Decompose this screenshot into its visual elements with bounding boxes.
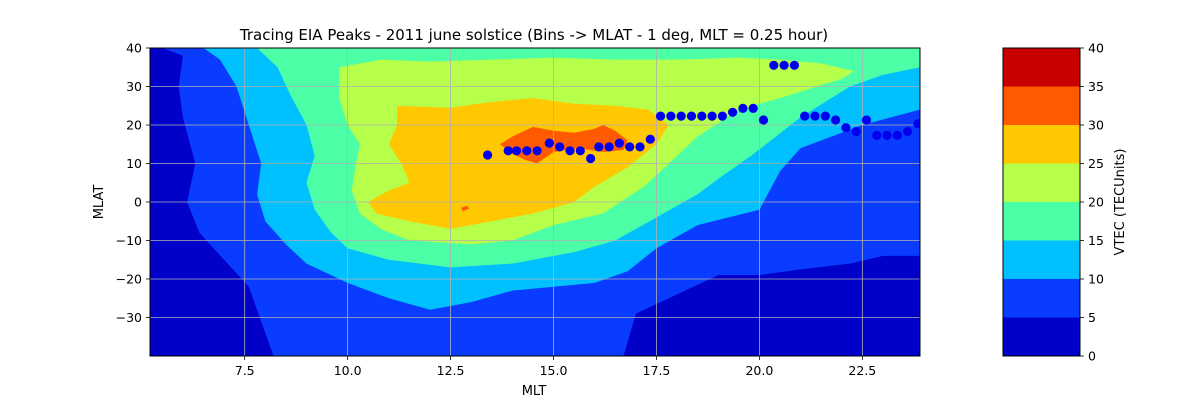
grid: [150, 47, 920, 356]
peak-point: [769, 60, 779, 70]
peak-point: [604, 142, 614, 152]
peak-point: [522, 146, 532, 156]
colorbar-tick-label: 10: [1088, 272, 1104, 287]
colorbar-tick-label: 15: [1088, 233, 1104, 248]
colorbar-band: [1003, 240, 1080, 279]
peak-point: [555, 142, 565, 152]
peak-point: [872, 130, 882, 140]
peak-point: [717, 111, 728, 121]
peak-point: [851, 126, 861, 137]
contour-region-30-6: [460, 205, 470, 212]
colorbar-band: [1003, 48, 1080, 87]
peak-point: [913, 119, 920, 129]
x-tick-label: 10.0: [334, 363, 362, 378]
peak-point: [748, 103, 758, 113]
plot-area: [149, 47, 921, 357]
x-tick-label: 22.5: [848, 363, 876, 378]
y-tick-label: 0: [134, 195, 142, 210]
peak-point: [614, 138, 625, 148]
peak-point: [645, 134, 655, 144]
y-axis: −30 −20 −10 0 10 20 30 40: [116, 41, 150, 325]
peak-point: [483, 150, 493, 160]
peak-point: [565, 146, 575, 156]
y-tick-label: 10: [126, 156, 142, 171]
colorbar-band: [1003, 86, 1080, 125]
x-tick-label: 17.5: [643, 363, 671, 378]
peak-point: [882, 130, 892, 140]
peak-point: [503, 146, 513, 156]
peak-point: [831, 115, 841, 125]
x-tick-label: 7.5: [235, 363, 255, 378]
peak-point: [511, 146, 522, 156]
colorbar-band: [1003, 125, 1080, 164]
peak-point: [903, 126, 913, 137]
y-tick-label: −30: [116, 310, 142, 325]
peak-point: [861, 115, 872, 125]
peak-point: [779, 60, 789, 70]
colorbar-ticks: 0 5 10 15 20 25 30 35 40: [1080, 41, 1104, 364]
peak-point: [728, 107, 738, 117]
peak-point: [892, 130, 903, 140]
colorbar-label: VTEC (TECUnits): [1113, 149, 1128, 256]
colorbar-tick-label: 0: [1088, 349, 1096, 364]
y-tick-label: 30: [126, 79, 142, 94]
colorbar-bands: [1003, 48, 1080, 356]
colorbar-tick-label: 25: [1088, 156, 1104, 171]
colorbar-band: [1003, 279, 1080, 318]
peak-point: [820, 111, 830, 121]
x-tick-label: 20.0: [745, 363, 773, 378]
peak-point: [800, 111, 810, 121]
peak-point: [841, 123, 851, 133]
peak-point: [686, 111, 697, 121]
x-axis: 7.5 10.0 12.5 15.0 17.5 20.0 22.5: [235, 356, 876, 378]
chart-title: Tracing EIA Peaks - 2011 june solstice (…: [239, 26, 828, 44]
peak-point: [635, 142, 645, 152]
x-tick-label: 15.0: [540, 363, 568, 378]
peak-point: [575, 146, 585, 156]
peak-point: [586, 153, 596, 164]
y-tick-label: 40: [126, 41, 142, 56]
peak-point: [625, 142, 635, 152]
peak-point: [707, 111, 717, 121]
peak-point: [758, 115, 769, 125]
peak-point: [666, 111, 676, 121]
colorbar-tick-label: 5: [1088, 310, 1096, 325]
peak-point: [656, 111, 666, 121]
x-tick-label: 12.5: [437, 363, 465, 378]
peak-point: [789, 60, 800, 70]
peak-point: [810, 111, 820, 121]
colorbar-band: [1003, 202, 1080, 241]
peak-markers: [483, 60, 920, 164]
contour-region-30-5: [500, 125, 628, 164]
y-tick-label: −20: [116, 272, 142, 287]
peak-point: [697, 111, 707, 121]
peak-point: [676, 111, 686, 121]
y-axis-label: MLAT: [92, 185, 107, 220]
colorbar-band: [1003, 317, 1080, 356]
colorbar-tick-label: 35: [1088, 79, 1104, 94]
y-tick-label: −10: [116, 233, 142, 248]
colorbar-tick-label: 40: [1088, 41, 1104, 56]
peak-point: [594, 142, 604, 152]
x-axis-label: MLT: [522, 384, 547, 399]
peak-point: [544, 138, 555, 148]
colorbar-tick-label: 30: [1088, 118, 1104, 133]
colorbar-band: [1003, 163, 1080, 202]
peak-point: [532, 146, 542, 156]
peak-point: [738, 103, 748, 113]
colorbar: 0 5 10 15 20 25 30 35 40 VTEC (TECUnits): [1002, 41, 1128, 364]
y-tick-label: 20: [126, 118, 142, 133]
colorbar-tick-label: 20: [1088, 195, 1104, 210]
